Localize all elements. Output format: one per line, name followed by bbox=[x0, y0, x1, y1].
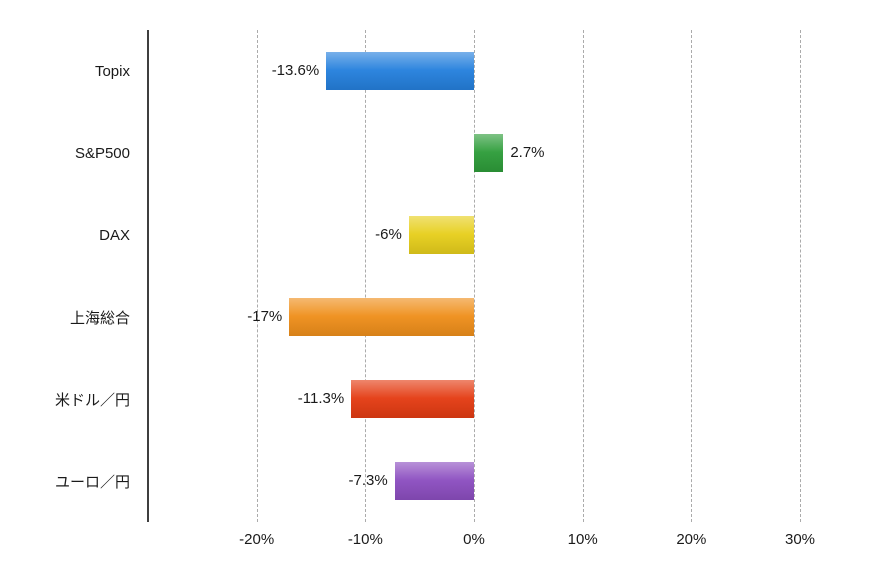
x-tick-label: 0% bbox=[463, 531, 485, 548]
category-label: 米ドル／円 bbox=[54, 391, 130, 409]
x-axis: -20% -10% 0% 10% 20% 30% bbox=[148, 531, 815, 553]
bar-gradient-overlay bbox=[394, 462, 474, 500]
category-label: ユーロ／円 bbox=[54, 473, 130, 491]
bar-0 bbox=[326, 52, 474, 90]
x-tick-label: 10% bbox=[567, 531, 598, 548]
bar-gradient-overlay bbox=[351, 380, 474, 418]
gridline bbox=[365, 30, 367, 522]
bar-gradient-overlay bbox=[326, 52, 474, 90]
bar-2 bbox=[408, 216, 474, 254]
gridline bbox=[256, 30, 258, 522]
category-label: 上海総合 bbox=[69, 309, 130, 327]
gridline bbox=[691, 30, 693, 522]
bar-value-label: -11.3% bbox=[297, 390, 345, 407]
x-tick-label: 30% bbox=[784, 531, 816, 548]
bar-value-label: -7.3% bbox=[348, 472, 388, 489]
gridline bbox=[582, 30, 584, 522]
x-tick-label: -10% bbox=[347, 531, 383, 548]
bar-gradient-overlay bbox=[289, 298, 474, 336]
gridline bbox=[474, 30, 475, 522]
bar-1 bbox=[474, 134, 504, 172]
bar-gradient-overlay bbox=[408, 216, 474, 254]
bar-value-label: 2.7% bbox=[510, 144, 545, 161]
gridline bbox=[800, 30, 801, 522]
bar-value-label: -17% bbox=[247, 308, 283, 325]
x-tick-label: 20% bbox=[676, 531, 707, 548]
x-tick-label: -20% bbox=[239, 531, 275, 548]
bar-3 bbox=[289, 298, 474, 336]
y-axis-line bbox=[147, 30, 149, 522]
plot-area: -13.6% 2.7% -6% -17% -11.3% -7.3% bbox=[147, 30, 801, 522]
category-axis: Topix S&P500 DAX 上海総合米ドル／円ユーロ／円 bbox=[0, 30, 130, 522]
bar-5 bbox=[394, 462, 474, 500]
bar-value-label: -6% bbox=[375, 226, 402, 243]
category-label: Topix bbox=[94, 62, 130, 80]
category-label: S&P500 bbox=[74, 144, 130, 162]
bar-4 bbox=[351, 380, 474, 418]
category-label: DAX bbox=[99, 226, 130, 244]
bar-value-label: -13.6% bbox=[271, 62, 320, 79]
bar-gradient-overlay bbox=[474, 134, 504, 172]
